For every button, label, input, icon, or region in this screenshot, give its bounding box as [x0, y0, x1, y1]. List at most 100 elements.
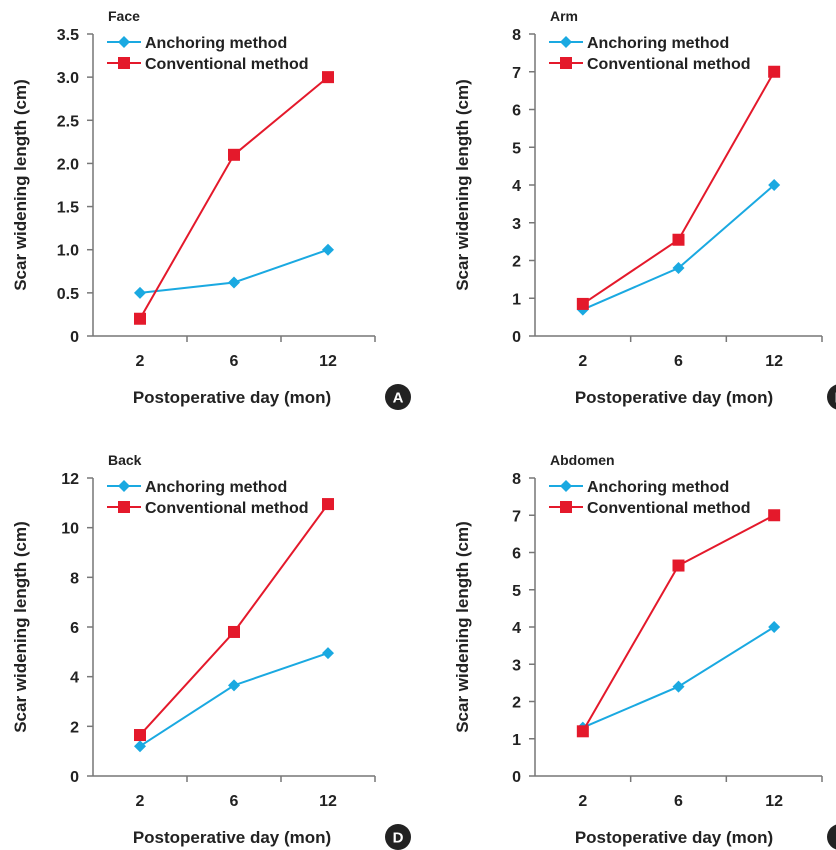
data-point-conventional [768, 65, 781, 78]
x-tick-label: 2 [136, 353, 145, 370]
y-tick-label: 5 [512, 583, 521, 600]
y-tick-label: 3.5 [57, 27, 79, 44]
data-point-conventional [576, 725, 589, 738]
x-tick-label: 6 [674, 793, 683, 810]
legend-label: Conventional method [145, 500, 309, 517]
data-point-anchoring [672, 262, 685, 275]
data-point-anchoring [134, 740, 146, 753]
panel-letter: A [393, 390, 404, 407]
panel-letter-badge [385, 824, 411, 850]
data-point-conventional [228, 625, 240, 638]
y-axis-title: Scar widening length (cm) [11, 79, 30, 291]
y-tick-label: 7 [512, 508, 521, 525]
legend-label: Anchoring method [587, 35, 729, 52]
y-tick-label: 0 [512, 329, 521, 346]
chart-panel-face: Face 0 0.5 1.0 1.5 2.0 2.5 3.0 3.5 2 6 12 Postoperat… [11, 8, 411, 410]
panel-letter-badge [827, 824, 836, 850]
legend-marker-conventional [118, 501, 130, 513]
series-line-anchoring [582, 626, 775, 729]
x-tick-label: 12 [765, 793, 783, 810]
y-tick-label: 6 [512, 546, 521, 563]
data-point-anchoring [768, 179, 781, 191]
data-point-anchoring [134, 286, 146, 299]
y-tick-label: 7 [512, 65, 521, 82]
y-tick-label: 4 [512, 178, 521, 195]
x-tick-label: 6 [230, 353, 239, 370]
legend-marker-anchoring [560, 36, 572, 48]
panel-letter-badge [827, 384, 836, 410]
data-point-anchoring [228, 276, 240, 289]
panel-title: Back [108, 452, 142, 468]
y-tick-label: 1 [512, 732, 521, 749]
y-tick-label: 0 [70, 329, 79, 346]
y-tick-label: 3.0 [57, 70, 79, 87]
y-tick-label: 1.5 [57, 200, 79, 217]
legend-marker-anchoring [118, 480, 130, 492]
y-tick-label: 8 [512, 471, 521, 488]
x-axis-title: Postoperative day (mon) [133, 828, 331, 847]
y-axis-title: Scar widening length (cm) [453, 79, 472, 291]
y-tick-label: 0 [70, 769, 79, 786]
panel-letter-badge [385, 384, 411, 410]
y-tick-label: 1.0 [57, 243, 79, 260]
y-tick-label: 0 [512, 769, 521, 786]
panel-letter: B [835, 390, 836, 407]
y-tick-label: 4 [512, 620, 521, 637]
panel-letter: D [393, 830, 404, 847]
y-tick-label: 5 [512, 140, 521, 157]
x-tick-label: 2 [578, 353, 587, 370]
legend-label: Conventional method [587, 56, 751, 73]
data-point-conventional [134, 312, 146, 325]
panel-title: Face [108, 8, 140, 24]
x-axis-title: Postoperative day (mon) [575, 828, 773, 847]
y-tick-label: 2.0 [57, 156, 79, 173]
series-line-conventional [581, 514, 775, 732]
data-point-conventional [672, 233, 685, 246]
data-point-conventional [134, 729, 146, 742]
data-point-conventional [228, 148, 240, 161]
y-tick-label: 2 [70, 719, 79, 736]
chart-panel-back: Back 0 2 4 6 8 10 12 2 6 12 Postoperative day (mon)… [11, 452, 411, 850]
y-axis-title: Scar widening length (cm) [453, 521, 472, 733]
y-tick-label: 2 [512, 695, 521, 712]
y-tick-label: 2 [512, 254, 521, 271]
data-point-anchoring [322, 647, 334, 660]
x-axis-title: Postoperative day (mon) [575, 388, 773, 407]
legend-marker-conventional [560, 501, 572, 513]
legend-label: Anchoring method [145, 35, 287, 52]
y-axis-title: Scar widening length (cm) [11, 521, 30, 733]
y-tick-label: 1 [512, 291, 521, 308]
data-point-conventional [322, 71, 334, 84]
x-tick-label: 12 [319, 793, 337, 810]
data-point-conventional [322, 498, 334, 511]
x-tick-label: 12 [765, 353, 783, 370]
x-axis-title: Postoperative day (mon) [133, 388, 331, 407]
y-tick-label: 12 [61, 471, 79, 488]
x-tick-label: 12 [319, 353, 337, 370]
data-point-conventional [672, 559, 685, 572]
data-point-conventional [768, 509, 781, 522]
x-tick-label: 2 [578, 793, 587, 810]
legend-label: Anchoring method [145, 479, 287, 496]
series-line-conventional [139, 503, 329, 736]
data-point-anchoring [768, 621, 781, 633]
y-tick-label: 10 [61, 521, 79, 538]
legend-marker-conventional [560, 57, 572, 69]
data-point-anchoring [672, 680, 685, 693]
panel-letter: E [835, 830, 836, 847]
legend-marker-anchoring [118, 36, 130, 48]
y-tick-label: 6 [70, 620, 79, 637]
x-tick-label: 6 [674, 353, 683, 370]
y-tick-label: 6 [512, 103, 521, 120]
y-tick-label: 3 [512, 657, 521, 674]
x-tick-label: 2 [136, 793, 145, 810]
x-tick-label: 6 [230, 793, 239, 810]
data-point-anchoring [228, 679, 240, 692]
series-line-anchoring [139, 652, 329, 748]
y-tick-label: 8 [512, 27, 521, 44]
data-point-conventional [576, 297, 589, 310]
legend-label: Conventional method [587, 500, 751, 517]
